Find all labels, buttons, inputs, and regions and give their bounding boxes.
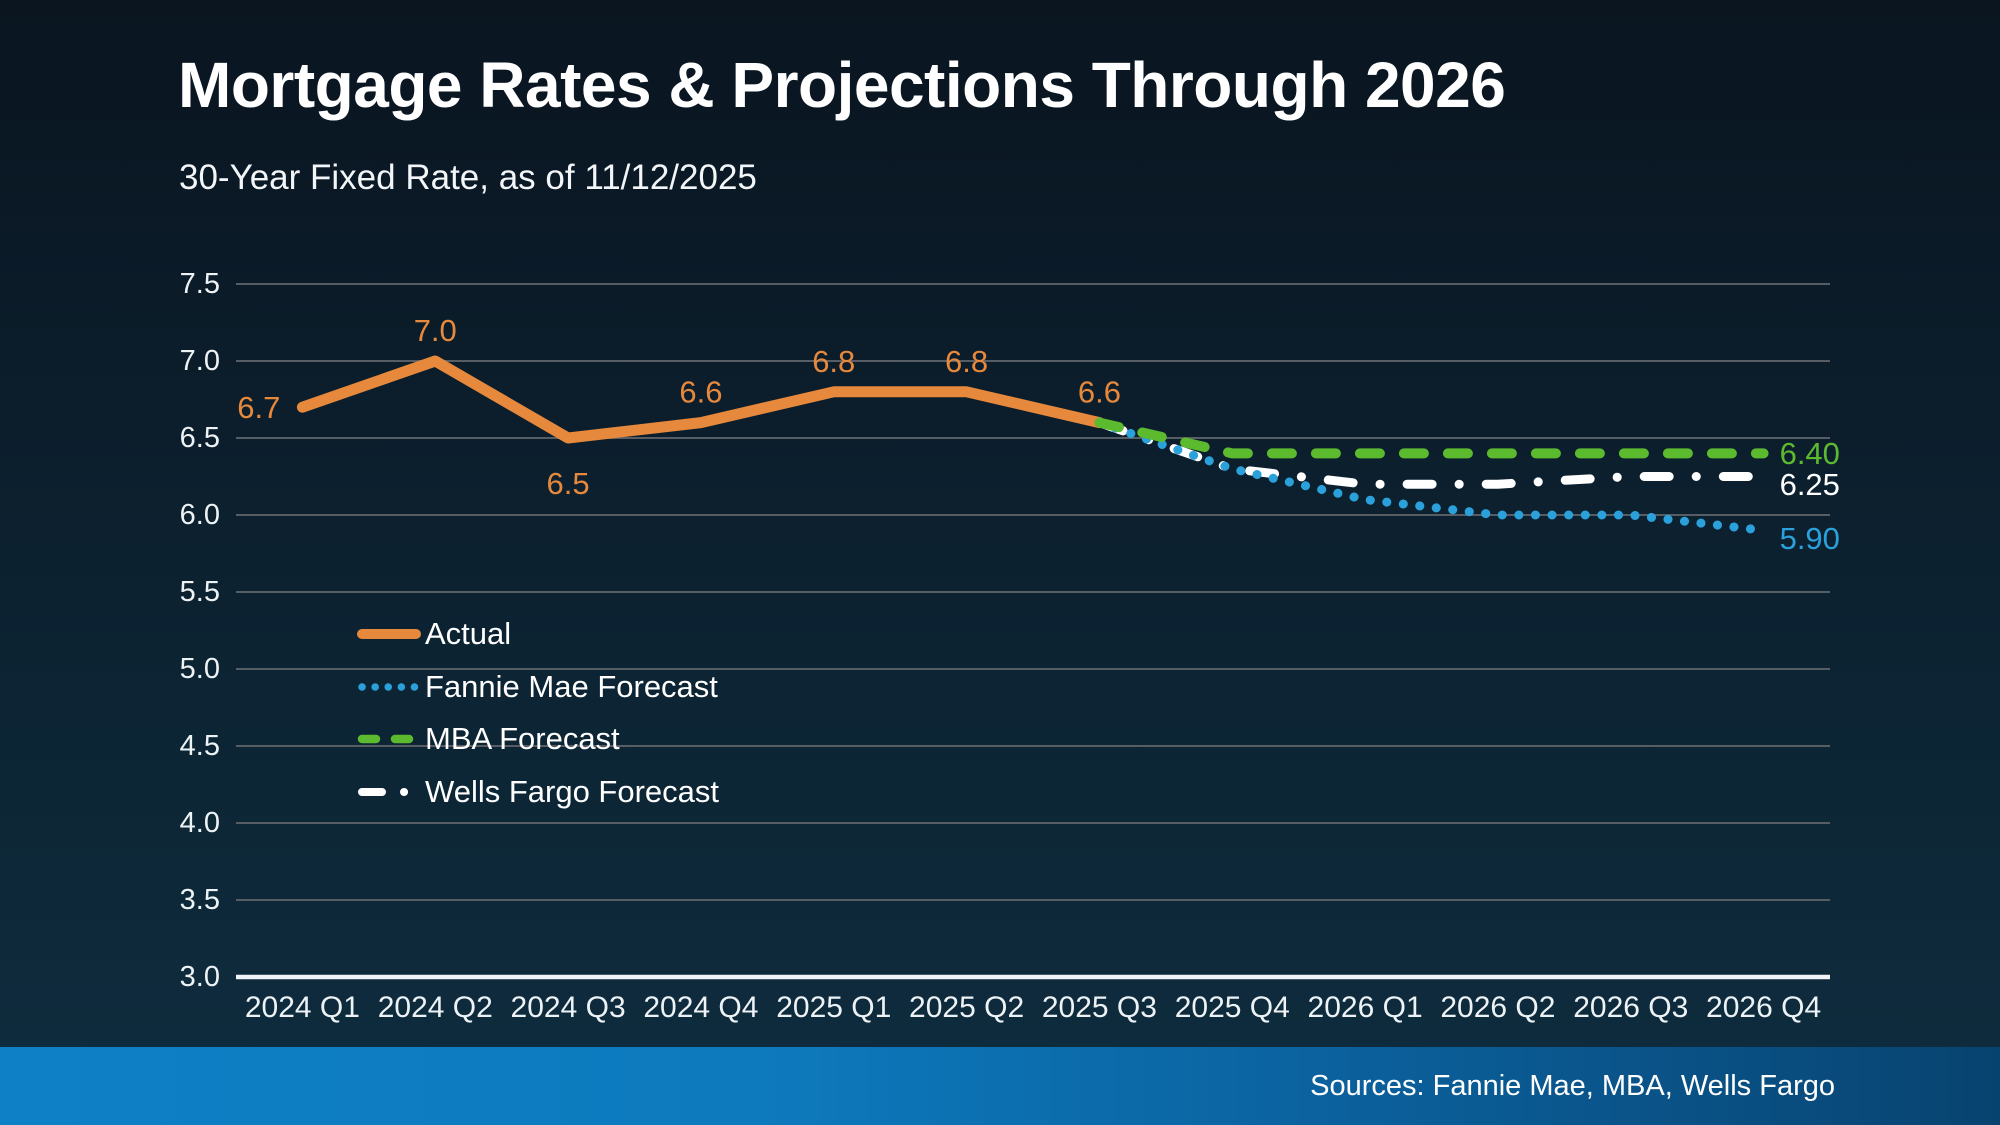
actual-point-labels: 6.7 7.0 6.5 6.6 6.8 6.8 6.6: [237, 313, 1121, 501]
actual-value-label: 7.0: [414, 313, 457, 348]
series-wells-fargo: [1094, 418, 1769, 489]
x-tick-label: 2024 Q2: [378, 991, 493, 1024]
legend-item-wells-fargo: Wells Fargo Forecast: [356, 766, 719, 819]
series-line-actual: [296, 355, 1105, 444]
y-tick-label: 4.0: [180, 807, 220, 839]
legend-label-wells-fargo: Wells Fargo Forecast: [425, 773, 720, 809]
end-label-fannie-mae: 5.90: [1780, 521, 1840, 556]
y-tick-label: 6.0: [180, 499, 220, 531]
series-actual: [296, 355, 1105, 444]
x-tick-label: 2024 Q3: [511, 991, 626, 1024]
chart-title: Mortgage Rates & Projections Through 202…: [178, 49, 1506, 121]
legend-item-fannie-mae: Fannie Mae Forecast: [356, 661, 719, 714]
x-tick-label: 2025 Q2: [909, 991, 1024, 1024]
x-tick-label: 2025 Q4: [1175, 991, 1290, 1024]
legend-swatch-mba: [357, 735, 421, 744]
end-label-wells-fargo: 6.25: [1780, 467, 1840, 502]
y-tick-label: 3.0: [180, 961, 220, 993]
actual-value-label: 6.6: [1078, 375, 1121, 410]
actual-value-label: 6.7: [237, 390, 280, 425]
x-tick-label: 2026 Q1: [1308, 991, 1423, 1024]
actual-value-label: 6.6: [679, 375, 722, 410]
legend-label-fannie-mae: Fannie Mae Forecast: [425, 668, 718, 704]
y-tick-label: 5.0: [180, 653, 220, 685]
x-tick-label: 2026 Q4: [1706, 991, 1821, 1024]
y-tick-label: 5.5: [180, 576, 220, 608]
footer-bar: Sources: Fannie Mae, MBA, Wells Fargo: [0, 1047, 2000, 1125]
y-tick-label: 7.5: [180, 268, 220, 300]
x-tick-label: 2025 Q1: [776, 991, 891, 1024]
series-line-fannie-mae: [1094, 418, 1769, 535]
legend-swatch-wells-fargo: [358, 787, 420, 796]
legend-swatch-actual: [357, 629, 421, 640]
x-axis-tick-labels: 2024 Q1 2024 Q2 2024 Q3 2024 Q4 2025 Q1 2025 …: [245, 991, 1821, 1024]
end-label-mba: 6.40: [1780, 436, 1840, 471]
legend-label-mba: MBA Forecast: [425, 721, 620, 757]
y-tick-label: 6.5: [180, 422, 220, 454]
x-tick-label: 2025 Q3: [1042, 991, 1157, 1024]
x-tick-label: 2026 Q2: [1440, 991, 1555, 1024]
x-tick-label: 2024 Q4: [643, 991, 758, 1024]
y-tick-label: 3.5: [180, 884, 220, 916]
actual-value-label: 6.5: [547, 466, 590, 501]
x-tick-label: 2024 Q1: [245, 991, 360, 1024]
legend-swatch-fannie-mae: [358, 683, 420, 691]
x-tick-label: 2026 Q3: [1573, 991, 1688, 1024]
chart-subtitle: 30-Year Fixed Rate, as of 11/12/2025: [179, 158, 757, 197]
legend-label-actual: Actual: [425, 616, 512, 652]
chart-legend: Actual Fannie Mae Forecast MBA Forecast Wel…: [356, 608, 719, 818]
legend-item-mba: MBA Forecast: [356, 713, 719, 766]
y-tick-label: 7.0: [180, 345, 220, 377]
series-line-wells-fargo: [1094, 418, 1769, 489]
y-axis-tick-labels: 3.0 3.5 4.0 4.5 5.0 5.5 6.0 6.5 7.0 7.5: [180, 268, 220, 993]
forecast-end-labels: 5.90 6.406.25: [1780, 436, 1840, 556]
actual-value-label: 6.8: [812, 344, 855, 379]
y-tick-label: 4.5: [180, 730, 220, 762]
legend-item-actual: Actual: [356, 608, 719, 661]
sources-text: Sources: Fannie Mae, MBA, Wells Fargo: [1310, 1069, 1835, 1102]
series-fannie-mae: [1094, 418, 1769, 535]
actual-value-label: 6.8: [945, 344, 988, 379]
